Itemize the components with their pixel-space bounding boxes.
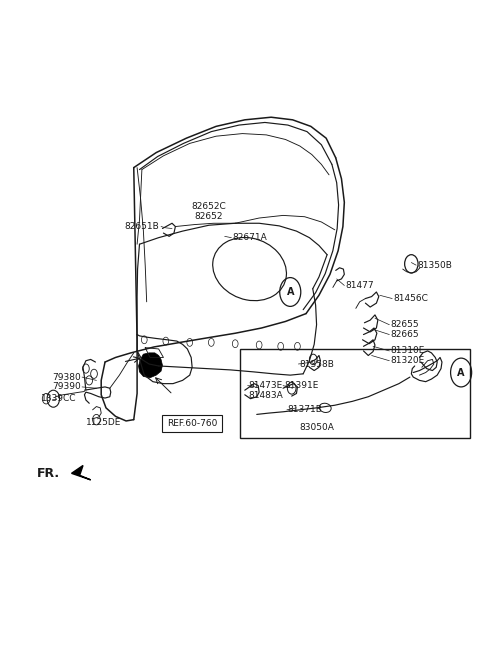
Text: 1339CC: 1339CC [41,394,77,403]
Text: 82652: 82652 [195,213,223,221]
Text: 81477: 81477 [345,281,374,290]
Text: 1125DE: 1125DE [86,419,121,428]
Text: 81473E: 81473E [249,381,283,390]
Text: 82665: 82665 [391,330,420,339]
Text: 79390: 79390 [52,382,81,392]
Text: REF.60-760: REF.60-760 [167,419,217,428]
Text: 81350B: 81350B [417,260,452,270]
Text: 81320E: 81320E [391,356,425,365]
Text: 79380: 79380 [52,373,81,382]
Text: 81391E: 81391E [284,381,318,390]
Text: 82651B: 82651B [124,222,158,231]
Text: A: A [457,367,465,377]
Polygon shape [72,466,91,480]
Text: A: A [287,287,294,297]
Bar [162,415,222,432]
Text: FR.: FR. [36,467,60,480]
Text: 82655: 82655 [391,320,420,329]
Bar [240,349,470,438]
Text: 81456C: 81456C [393,294,428,303]
Text: 82671A: 82671A [233,233,267,242]
Text: 81371B: 81371B [288,405,323,415]
Text: 83050A: 83050A [299,423,334,432]
Polygon shape [139,353,162,378]
Text: 81358B: 81358B [300,359,335,369]
Text: 82652C: 82652C [192,203,226,211]
Text: 81310E: 81310E [391,346,425,356]
Text: 81483A: 81483A [249,391,283,400]
